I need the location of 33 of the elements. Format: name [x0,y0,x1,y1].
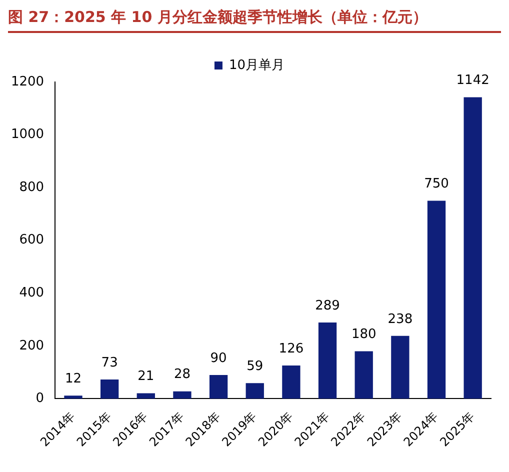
data-label: 28 [174,367,190,382]
y-tick-label: 1200 [10,74,44,90]
bar [318,322,337,399]
y-tick-label: 600 [19,232,44,248]
chart-title: 图 27：2025 年 10 月分红金额超季节性增长（单位：亿元） [8,8,501,33]
data-label: 12 [64,371,82,386]
data-label: 90 [210,350,227,366]
data-label: 73 [101,355,118,370]
y-tick-label: 800 [19,180,44,195]
data-label: 21 [138,369,154,384]
legend-label: 10月单月 [228,58,285,73]
data-label: 180 [351,327,376,342]
bar [246,383,264,399]
bar [464,97,482,399]
bar [282,365,300,399]
bar [173,391,192,399]
data-label: 126 [278,341,304,356]
data-label: 289 [315,298,340,314]
data-label: 750 [424,176,449,192]
data-label: 238 [388,312,413,327]
y-tick-label: 0 [36,391,44,406]
y-tick-label: 200 [19,338,44,354]
y-tick-label: 1000 [10,127,44,142]
bar [136,393,155,399]
bar [427,200,446,399]
bar [354,351,373,399]
bar [100,379,119,399]
data-label: 1142 [456,73,490,88]
data-label: 59 [246,359,264,374]
bar [64,396,82,399]
bar [391,336,410,399]
bar [209,374,228,399]
y-tick-label: 400 [19,286,44,301]
